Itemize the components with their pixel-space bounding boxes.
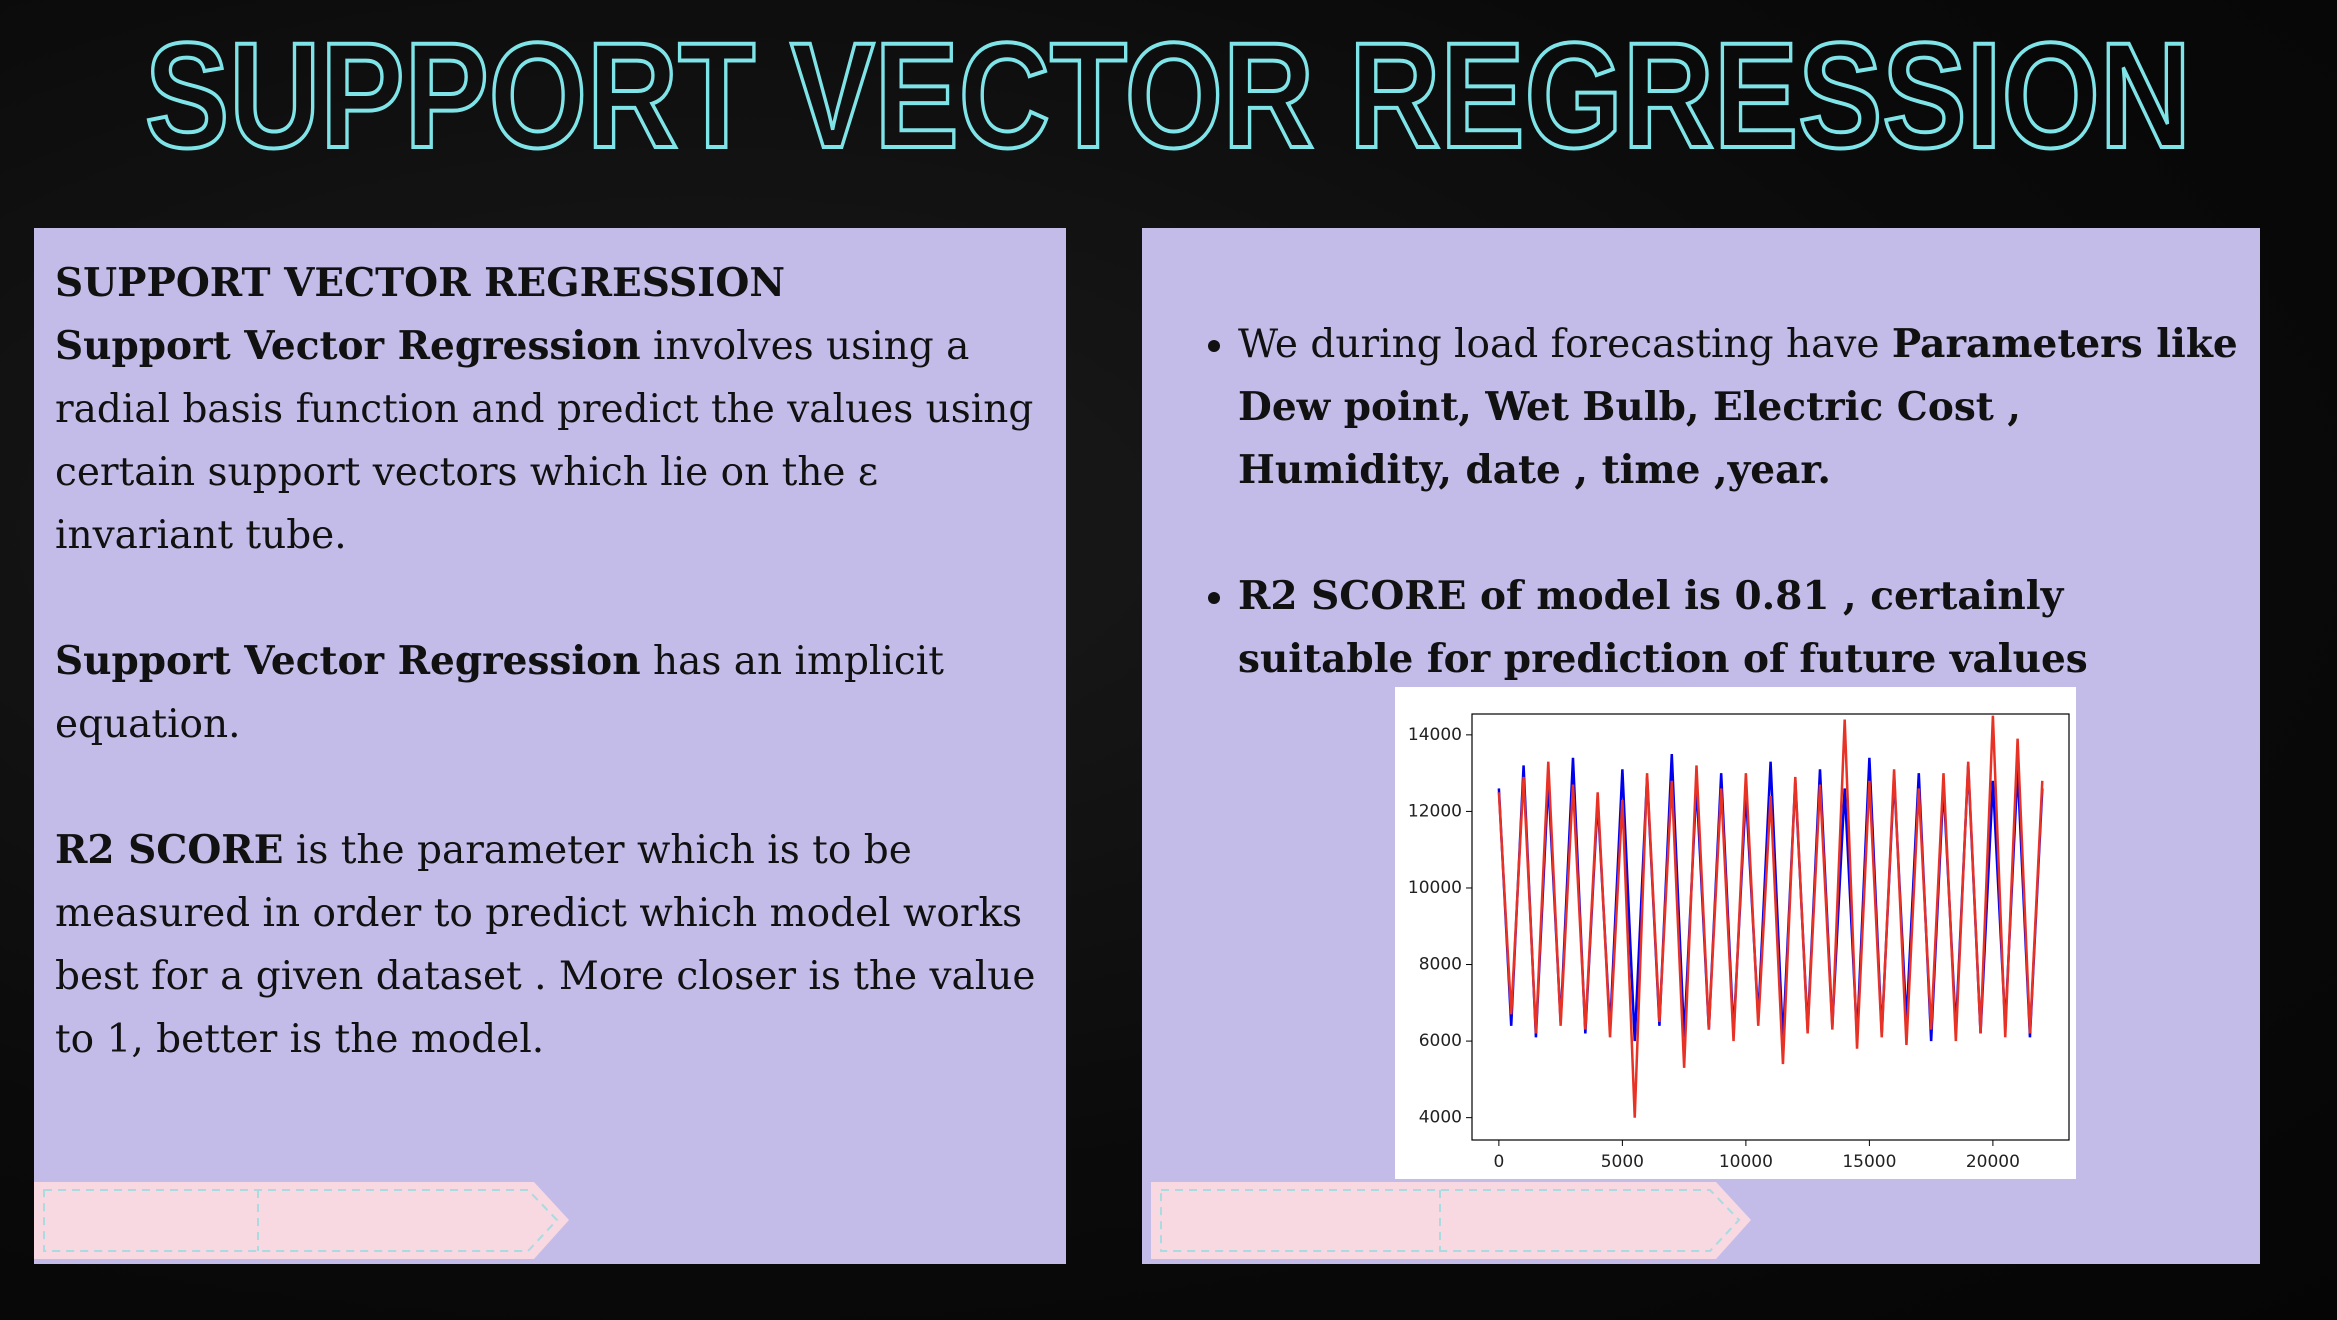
text: involves using a radial basis function a… [55,324,1034,558]
bold-text: R2 SCORE [55,827,284,873]
bold-text: Support Vector Regression [55,323,641,369]
y-tick-label: 4000 [1419,1108,1462,1128]
title-area: SUPPORT VECTOR REGRESSION [143,9,2193,181]
paragraph: Support Vector Regression has an implici… [55,630,1055,756]
right-text: We during load forecasting have Paramete… [1142,313,2260,691]
heading: SUPPORT VECTOR REGRESSION [55,260,786,306]
paragraph: Support Vector Regression involves using… [55,315,1055,567]
plot-frame [1471,713,2070,1141]
series-line [1497,715,2044,1118]
y-tick-label: 6000 [1419,1031,1462,1051]
text: We during load forecasting have [1238,322,1892,367]
chart-background [1395,687,2076,1179]
y-tick-label: 10000 [1408,878,1462,898]
left-text: SUPPORT VECTOR REGRESSION Support Vector… [55,252,1055,1071]
x-tick-label: 5000 [1601,1152,1644,1172]
bold-text: Support Vector Regression [55,638,641,684]
y-tick-label: 14000 [1408,725,1462,745]
text: is the parameter which is to be measured… [55,828,1036,1062]
left-panel [34,228,1066,1264]
bold-text: Parameters like Dew point, Wet Bulb, Ele… [1238,321,2238,493]
x-tick-label: 20000 [1966,1152,2020,1172]
x-tick-label: 10000 [1719,1152,1773,1172]
y-tick-label: 12000 [1408,801,1462,821]
y-tick-label: 8000 [1419,955,1462,975]
x-tick-label: 15000 [1842,1152,1896,1172]
bullet-list: We during load forecasting have Paramete… [1142,313,2248,691]
bullet: R2 SCORE of model is 0.81 , certainly su… [1238,565,2248,691]
slide-title: SUPPORT VECTOR REGRESSION [145,11,2191,179]
bullet: We during load forecasting have Paramete… [1238,313,2248,502]
x-tick-label: 0 [1493,1152,1504,1172]
bold-text: R2 SCORE of model is 0.81 , certainly su… [1238,573,2088,682]
text: has an implicit equation. [55,639,944,747]
paragraph: R2 SCORE is the parameter which is to be… [55,819,1055,1071]
chart: 4000 6000 8000 10000 12000 14000 0 5000 10000 150… [1395,687,2076,1179]
